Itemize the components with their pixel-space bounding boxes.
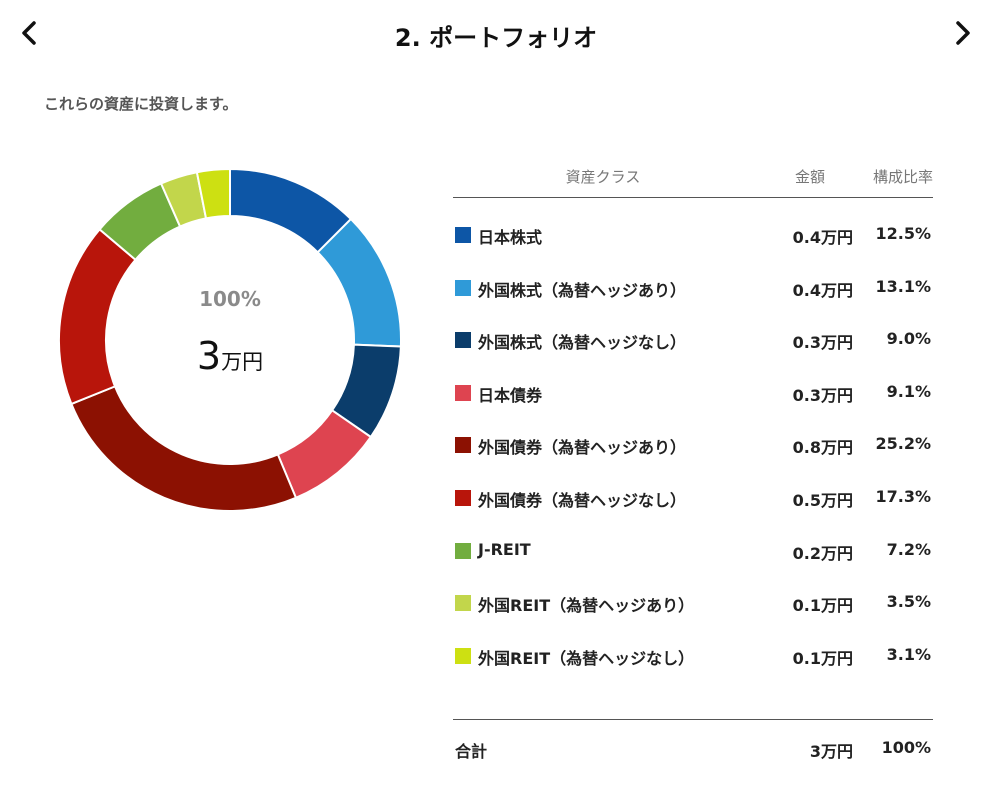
legend-swatch xyxy=(455,384,471,401)
table-row: 日本株式 0.4万円 12.5% xyxy=(453,221,933,274)
asset-class-label: 外国株式（為替ヘッジなし） xyxy=(478,333,687,353)
asset-ratio: 7.2% xyxy=(886,539,931,559)
total-amount: 3万円 xyxy=(809,742,853,761)
asset-amount: 0.2万円 xyxy=(792,543,853,563)
asset-amount: 0.3万円 xyxy=(792,333,853,353)
table-body: 日本株式 0.4万円 12.5% 外国株式（為替ヘッジあり） 0.4万円 13.1% 外国株… xyxy=(453,198,933,694)
asset-ratio: 12.5% xyxy=(875,224,931,243)
asset-ratio: 9.0% xyxy=(886,329,931,349)
table-header: 資産クラス 金額 構成比率 xyxy=(453,160,933,198)
donut-chart-svg xyxy=(58,167,402,512)
legend-swatch xyxy=(455,489,471,506)
asset-amount: 0.4万円 xyxy=(792,228,853,247)
asset-amount: 0.8万円 xyxy=(792,438,853,458)
donut-center-amount: 3万円 xyxy=(50,334,410,378)
asset-class-label: 外国債券（為替ヘッジあり） xyxy=(478,438,687,458)
previous-button[interactable] xyxy=(12,16,46,50)
table-row: 外国株式（為替ヘッジなし） 0.3万円 9.0% xyxy=(453,326,933,379)
table-row: 外国債券（為替ヘッジなし） 0.5万円 17.3% xyxy=(453,484,933,537)
asset-amount: 0.3万円 xyxy=(792,385,853,405)
legend-swatch xyxy=(455,437,471,454)
table-row: 外国債券（為替ヘッジあり） 0.8万円 25.2% xyxy=(453,431,933,484)
asset-class-label: 外国株式（為替ヘッジあり） xyxy=(478,280,687,300)
chevron-left-icon xyxy=(22,21,36,45)
table-row: J-REIT 0.2万円 7.2% xyxy=(453,537,933,590)
donut-center-amount-number: 3 xyxy=(196,334,222,378)
asset-class-label: 日本株式 xyxy=(478,228,543,247)
donut-slice xyxy=(70,385,298,512)
legend-swatch xyxy=(455,542,471,559)
asset-amount: 0.4万円 xyxy=(792,280,853,300)
page-title: 2. ポートフォリオ xyxy=(394,24,598,52)
asset-ratio: 25.2% xyxy=(875,434,931,454)
legend-swatch xyxy=(455,595,471,612)
total-ratio: 100% xyxy=(881,738,931,757)
page-subtitle: これらの資産に投資します。 xyxy=(44,95,238,113)
table-row: 外国株式（為替ヘッジあり） 0.4万円 13.1% xyxy=(453,274,933,327)
legend-swatch xyxy=(455,279,471,296)
asset-amount: 0.5万円 xyxy=(792,490,853,510)
header-asset-class: 資産クラス xyxy=(565,168,641,186)
asset-ratio: 3.5% xyxy=(886,592,931,612)
total-label: 合計 xyxy=(455,742,488,761)
asset-ratio: 3.1% xyxy=(886,644,931,664)
asset-class-label: 外国REIT（為替ヘッジあり） xyxy=(478,596,695,616)
table-row: 外国REIT（為替ヘッジあり） 0.1万円 3.5% xyxy=(453,589,933,642)
asset-ratio: 13.1% xyxy=(875,276,931,296)
chevron-right-icon xyxy=(956,21,970,45)
next-button[interactable] xyxy=(946,16,980,50)
legend-swatch xyxy=(455,647,471,664)
donut-slice xyxy=(195,167,231,220)
header-amount: 金額 xyxy=(794,168,825,186)
asset-class-label: J-REIT xyxy=(478,539,531,559)
asset-class-label: 日本債券 xyxy=(478,385,543,405)
header-ratio: 構成比率 xyxy=(872,168,933,186)
asset-amount: 0.1万円 xyxy=(792,648,853,668)
asset-class-label: 外国債券（為替ヘッジなし） xyxy=(478,490,687,510)
asset-amount: 0.1万円 xyxy=(792,596,853,616)
allocation-table: 資産クラス 金額 構成比率 日本株式 0.4万円 12.5% 外国株式（為替ヘッジあり… xyxy=(453,160,933,694)
table-footer: 合計 3万円 100% xyxy=(453,719,933,769)
header: 2. ポートフォリオ xyxy=(0,0,992,70)
legend-swatch xyxy=(455,227,471,243)
donut-center-amount-unit: 万円 xyxy=(221,350,264,374)
asset-class-label: 外国REIT（為替ヘッジなし） xyxy=(478,648,695,668)
donut-chart: 100% 3万円 xyxy=(50,160,410,520)
asset-ratio: 17.3% xyxy=(875,486,931,506)
table-row: 日本債券 0.3万円 9.1% xyxy=(453,379,933,432)
asset-ratio: 9.1% xyxy=(886,381,931,401)
table-row: 外国REIT（為替ヘッジなし） 0.1万円 3.1% xyxy=(453,642,933,695)
donut-center-percent: 100% xyxy=(199,287,261,311)
legend-swatch xyxy=(455,332,471,349)
